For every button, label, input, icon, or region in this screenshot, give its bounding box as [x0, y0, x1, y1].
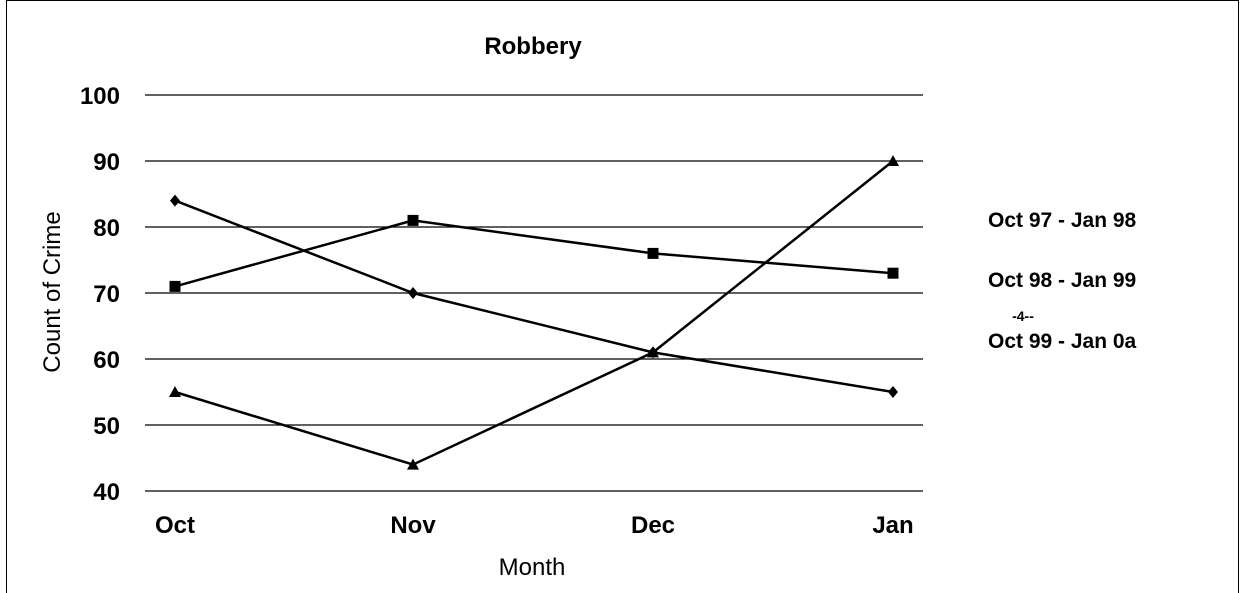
series-line-2: [174, 219, 894, 288]
y-axis-label: Count of Crime: [39, 211, 66, 372]
legend-entry: Oct 99 - Jan 0a: [988, 330, 1137, 353]
y-tick-label: 50: [93, 413, 120, 440]
data-point-square: [407, 214, 419, 226]
y-tick-labels: 40 50 60 70 80 90 100: [80, 83, 120, 506]
y-tick-label: 80: [93, 215, 120, 242]
x-tick-label: Oct: [155, 512, 195, 539]
legend-entry: Oct 98 - Jan 99: [988, 269, 1136, 292]
chart-frame: [6, 0, 1239, 593]
legend-annotation: -4--: [1012, 308, 1034, 324]
data-point-square: [647, 247, 659, 259]
x-tick-label: Dec: [631, 512, 675, 539]
x-tick-label: Jan: [872, 512, 913, 539]
data-point-diamond: [888, 386, 898, 398]
y-tick-label: 70: [93, 281, 120, 308]
data-point-diamond: [170, 194, 180, 207]
series-line-1: [174, 199, 894, 394]
x-axis-label: Month: [499, 554, 566, 581]
chart-title: Robbery: [484, 33, 582, 60]
data-point-triangle: [887, 155, 899, 166]
y-tick-label: 60: [93, 347, 120, 374]
data-point-triangle: [647, 346, 659, 358]
data-point-diamond: [408, 287, 418, 299]
data-point-triangle: [169, 386, 181, 397]
series-line-3: [174, 160, 894, 466]
y-tick-label: 100: [80, 83, 120, 110]
x-tick-label: Nov: [390, 512, 436, 539]
legend-entry: Oct 97 - Jan 98: [988, 209, 1137, 232]
legend: Oct 97 - Jan 98 Oct 98 - Jan 99 Oct 99 - J…: [988, 209, 1137, 353]
gridlines: [145, 94, 923, 492]
series-markers: [169, 155, 899, 470]
data-point-square: [169, 280, 181, 292]
data-point-square: [887, 267, 899, 279]
series-lines: [174, 160, 894, 466]
x-tick-labels: Oct Nov Dec Jan: [155, 512, 914, 539]
y-tick-label: 90: [93, 149, 120, 176]
data-point-triangle: [407, 458, 419, 470]
y-tick-label: 40: [93, 479, 120, 506]
